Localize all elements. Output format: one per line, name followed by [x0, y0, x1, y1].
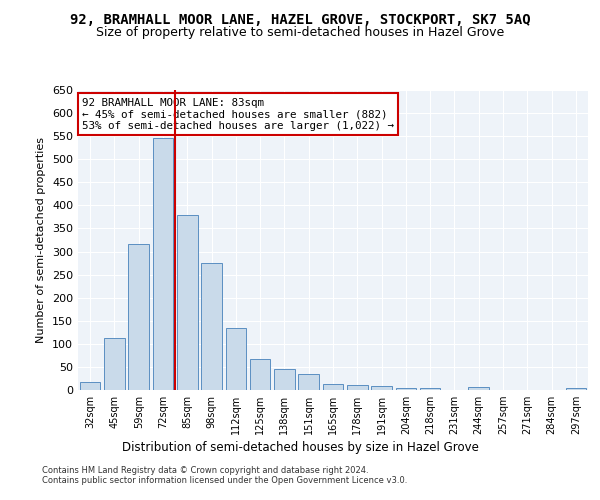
Bar: [250, 358, 271, 390]
Bar: [274, 369, 295, 390]
Text: 92, BRAMHALL MOOR LANE, HAZEL GROVE, STOCKPORT, SK7 5AQ: 92, BRAMHALL MOOR LANE, HAZEL GROVE, STO…: [70, 12, 530, 26]
Bar: [395, 388, 416, 390]
Bar: [420, 388, 440, 390]
Bar: [177, 214, 197, 390]
Text: 92 BRAMHALL MOOR LANE: 83sqm
← 45% of semi-detached houses are smaller (882)
53%: 92 BRAMHALL MOOR LANE: 83sqm ← 45% of se…: [82, 98, 394, 130]
Bar: [566, 388, 586, 390]
Bar: [80, 382, 100, 390]
Text: Contains public sector information licensed under the Open Government Licence v3: Contains public sector information licen…: [42, 476, 407, 485]
Bar: [469, 387, 489, 390]
Bar: [201, 263, 222, 390]
Text: Distribution of semi-detached houses by size in Hazel Grove: Distribution of semi-detached houses by …: [122, 441, 478, 454]
Text: Size of property relative to semi-detached houses in Hazel Grove: Size of property relative to semi-detach…: [96, 26, 504, 39]
Bar: [152, 138, 173, 390]
Bar: [128, 244, 149, 390]
Bar: [298, 374, 319, 390]
Bar: [104, 338, 125, 390]
Bar: [371, 386, 392, 390]
Text: Contains HM Land Registry data © Crown copyright and database right 2024.: Contains HM Land Registry data © Crown c…: [42, 466, 368, 475]
Y-axis label: Number of semi-detached properties: Number of semi-detached properties: [37, 137, 46, 343]
Bar: [347, 386, 368, 390]
Bar: [226, 328, 246, 390]
Bar: [323, 384, 343, 390]
